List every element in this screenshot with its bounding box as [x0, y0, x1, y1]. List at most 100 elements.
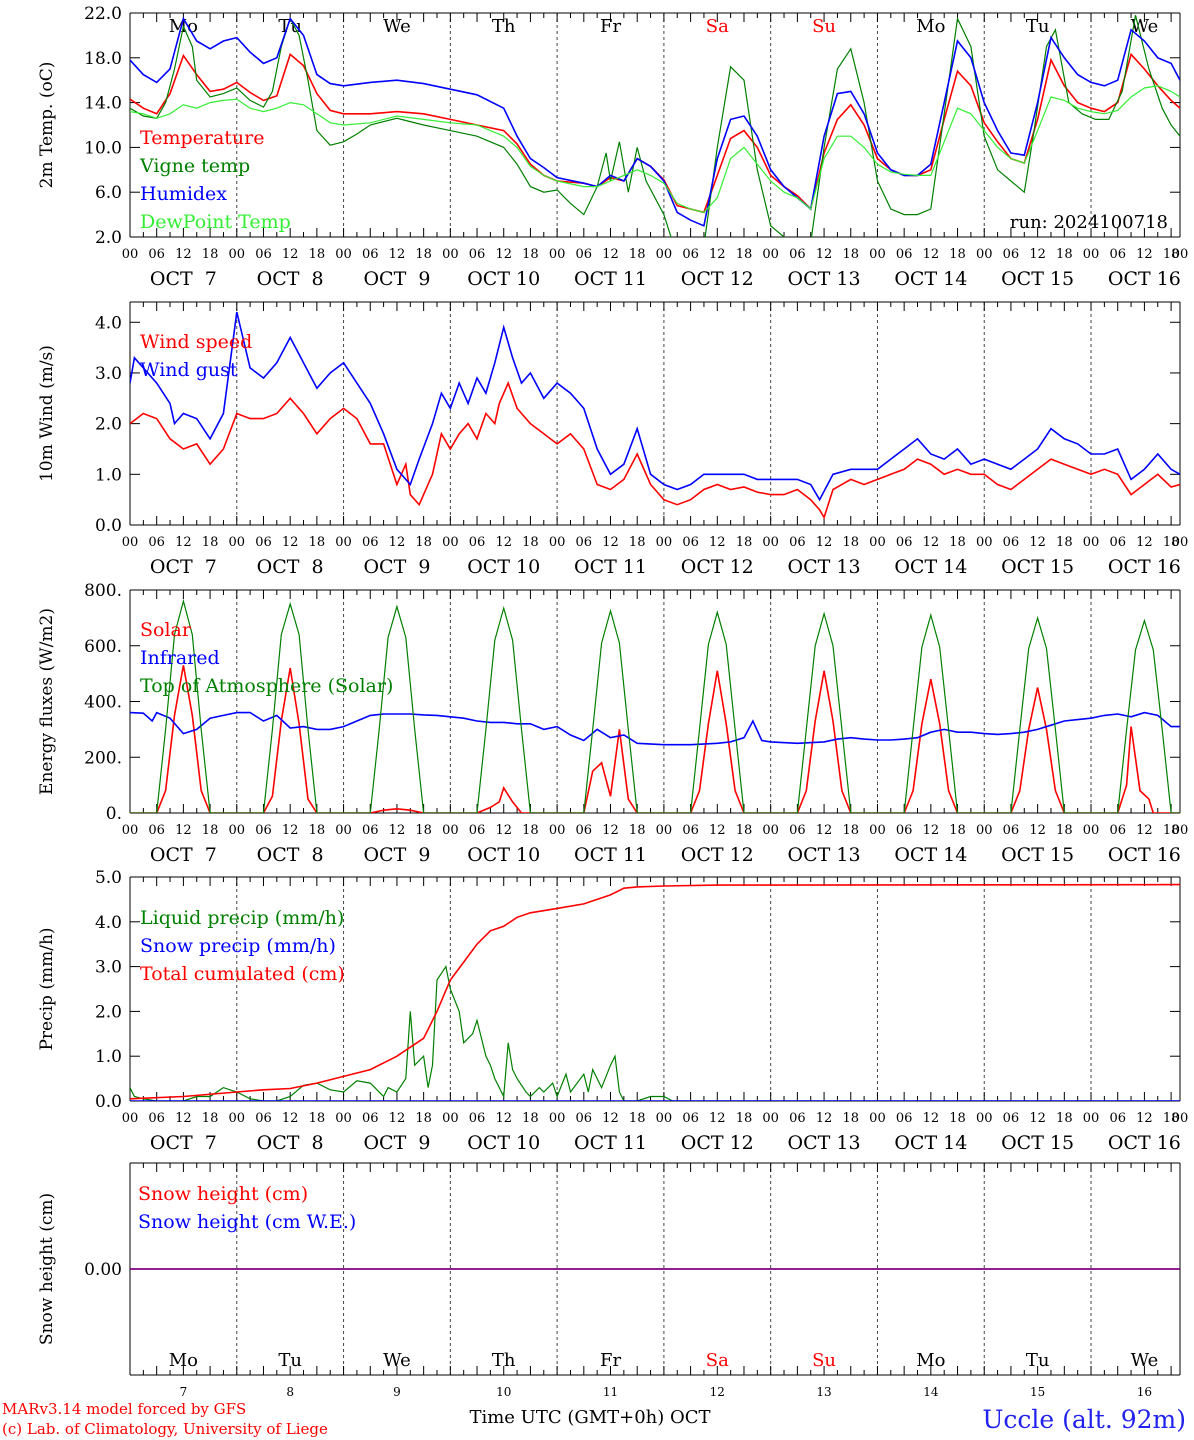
hour-label: 18 [842, 535, 859, 550]
hour-label: 12 [602, 823, 619, 838]
legend-entry: Liquid precip (mm/h) [140, 907, 344, 929]
footer-model: MARv3.14 model forced by GFS [2, 1400, 246, 1418]
hour-label: 06 [576, 823, 593, 838]
hour-label: 18 [522, 823, 539, 838]
legend-entry: Total cumulated (cm) [140, 963, 345, 985]
hour-label: 18 [629, 823, 646, 838]
y-tick-label: 600. [84, 637, 122, 657]
hour-label: 12 [602, 535, 619, 550]
day-number-label: 15 [1030, 1385, 1045, 1399]
hour-label: 00 [122, 535, 139, 550]
hour-label: 12 [1029, 1111, 1046, 1126]
footer-copyright: (c) Lab. of Climatology, University of L… [2, 1420, 328, 1438]
hour-label: 00 [762, 1111, 779, 1126]
hour-label: 00 [869, 535, 886, 550]
hour-label: 18 [1056, 247, 1073, 262]
hour-label: 18 [842, 247, 859, 262]
station-label: Uccle (alt. 92m) [982, 1405, 1186, 1434]
hour-label: 06 [682, 535, 699, 550]
hour-label: 06 [148, 1111, 165, 1126]
hour-label: 00 [549, 247, 566, 262]
weekday-label: Mo [916, 1350, 945, 1371]
hour-label: 00 [976, 247, 993, 262]
y-tick-label: 1.0 [95, 1047, 122, 1067]
date-label: OCT 12 [681, 1132, 754, 1154]
day-number-label: 16 [1137, 1385, 1152, 1399]
hour-label: 06 [1109, 823, 1126, 838]
y-tick-label: 10.0 [84, 138, 122, 158]
hour-label: 12 [389, 247, 406, 262]
hour-label: 00 [656, 1111, 673, 1126]
series-group [130, 883, 1180, 1101]
hour-label: 06 [896, 823, 913, 838]
hour-label: 06 [148, 247, 165, 262]
hour-label: 12 [495, 823, 512, 838]
date-label: OCT 12 [681, 844, 754, 866]
hour-label: 06 [1109, 535, 1126, 550]
hour-label: 12 [709, 1111, 726, 1126]
hour-label: 06 [255, 823, 272, 838]
series-group [130, 598, 1180, 813]
y-tick-label: 3.0 [95, 364, 122, 384]
hour-label: 18 [736, 1111, 753, 1126]
date-label: OCT 13 [788, 844, 861, 866]
run-label: run: 2024100718 [1010, 212, 1168, 233]
hour-label: 00 [335, 1111, 352, 1126]
date-label: OCT 10 [467, 268, 540, 290]
hour-label: 18 [736, 823, 753, 838]
hour-label: 18 [949, 247, 966, 262]
hour-label: 12 [495, 247, 512, 262]
hour-label: 00 [229, 823, 246, 838]
y-tick-label: 22.0 [84, 4, 122, 24]
hour-label: 00 [1083, 247, 1100, 262]
hour-label: 00 [549, 535, 566, 550]
date-label: OCT 11 [574, 844, 647, 866]
hour-label: 12 [282, 1111, 299, 1126]
panel-1: 2.0 6.0 10.0 14.0 18.0 22.0 2m Temp. (oC) Mo Tu W… [37, 4, 1188, 290]
legend-entry: Wind gust [140, 359, 238, 381]
hour-label: 00 [762, 823, 779, 838]
hour-label: 00 [656, 535, 673, 550]
date-label: OCT 8 [257, 1132, 324, 1154]
hour-label: 00 [976, 823, 993, 838]
day-number-label: 13 [816, 1385, 831, 1399]
hour-label: 06 [469, 1111, 486, 1126]
date-label: OCT 16 [1108, 556, 1181, 578]
hour-label: 00 [869, 1111, 886, 1126]
hour-label: 12 [389, 535, 406, 550]
hour-label: 06 [148, 823, 165, 838]
hour-label: 00 [1172, 247, 1189, 262]
date-label: OCT 13 [788, 1132, 861, 1154]
series-line-2 [130, 711, 1180, 746]
hour-label: 06 [469, 535, 486, 550]
date-label: OCT 9 [363, 268, 430, 290]
weekday-label: Fr [600, 16, 621, 37]
date-label: OCT 9 [363, 556, 430, 578]
hour-label: 18 [1163, 247, 1180, 262]
hour-label: 12 [175, 247, 192, 262]
series-line-1 [130, 965, 1180, 1101]
hour-label: 12 [1136, 247, 1153, 262]
hour-label: 18 [949, 1111, 966, 1126]
hour-label: 00 [122, 1111, 139, 1126]
series-line-2 [130, 311, 1180, 502]
hour-label: 18 [309, 1111, 326, 1126]
hour-label: 18 [629, 535, 646, 550]
hour-label: 18 [309, 823, 326, 838]
hour-label: 00 [549, 823, 566, 838]
hour-label: 18 [1056, 1111, 1073, 1126]
y-axis-label: Snow height (cm) [37, 1193, 57, 1345]
date-label: OCT 15 [1001, 844, 1074, 866]
hour-label: 00 [229, 1111, 246, 1126]
hour-label: 18 [949, 535, 966, 550]
y-tick-label: 2.0 [95, 228, 122, 248]
hour-label: 18 [949, 823, 966, 838]
hour-label: 12 [709, 535, 726, 550]
y-axis-label: Precip (mm/h) [37, 927, 57, 1050]
hour-label: 00 [656, 247, 673, 262]
x-axis-label: Time UTC (GMT+0h) OCT [469, 1407, 710, 1428]
y-tick-label: 400. [84, 693, 122, 713]
legend-entry: Temperature [140, 127, 264, 149]
